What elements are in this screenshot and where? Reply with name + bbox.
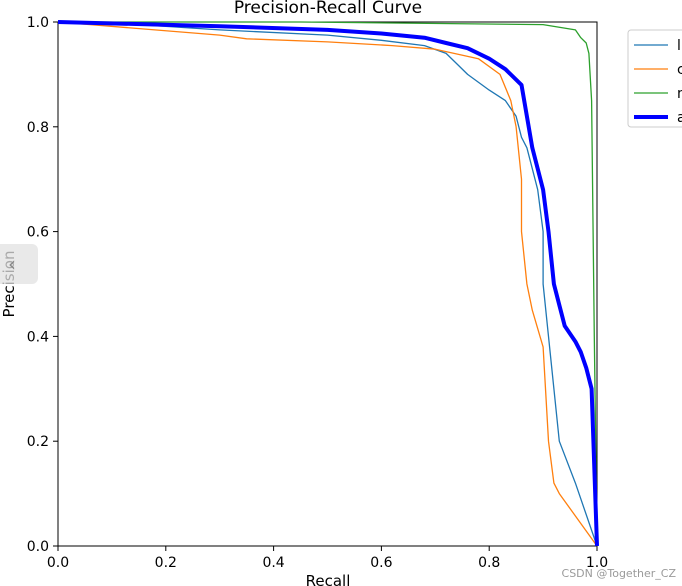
plot-frame	[57, 21, 598, 547]
chevron-left-icon: ‹	[8, 252, 16, 276]
x-tick-label: 0.0	[47, 555, 69, 571]
legend-label-c: c	[677, 62, 682, 78]
y-axis-ticks: 0.0 0.2 0.4 0.6 0.8 1.0	[27, 15, 58, 555]
y-tick-label: 0.8	[27, 120, 49, 136]
side-nav-handle[interactable]: ‹	[0, 244, 38, 284]
x-tick-label: 0.8	[478, 555, 500, 571]
chart-title: Precision-Recall Curve	[234, 0, 422, 18]
legend-box	[627, 29, 682, 128]
series-line-l	[57, 21, 598, 547]
y-tick-label: 0.2	[27, 434, 49, 450]
x-tick-label: 0.6	[370, 555, 392, 571]
watermark: CSDN @Together_CZ	[562, 567, 677, 580]
legend-label-a: a	[677, 110, 682, 126]
x-tick-label: 0.4	[262, 555, 284, 571]
legend-label-n: n	[677, 86, 682, 102]
plot-area	[57, 21, 598, 547]
x-axis-ticks: 0.0 0.2 0.4 0.6 0.8 1.0	[47, 546, 608, 571]
x-tick-label: 0.2	[155, 555, 177, 571]
y-tick-label: 0.4	[27, 329, 49, 345]
y-tick-label: 1.0	[27, 15, 49, 31]
x-axis-label: Recall	[306, 572, 351, 586]
y-tick-label: 0.6	[27, 225, 49, 241]
series-layer	[57, 20, 599, 547]
legend-label-l: l	[677, 38, 681, 54]
x-tick-label: 1.0	[586, 555, 608, 571]
series-line-c	[57, 21, 598, 547]
series-line-a	[57, 20, 599, 547]
y-tick-label: 0.0	[27, 539, 49, 555]
series-line-n	[58, 21, 598, 547]
